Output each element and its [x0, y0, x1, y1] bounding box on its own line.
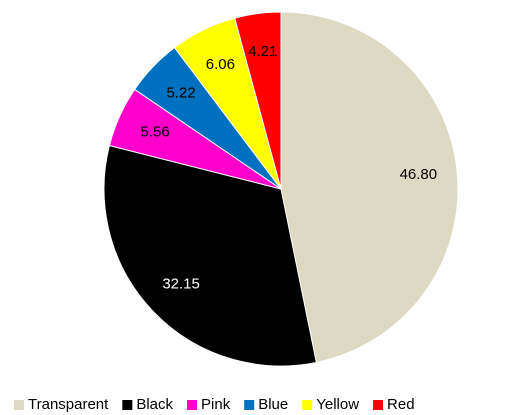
- data-label: 6.06: [206, 56, 235, 73]
- legend-label: Blue: [258, 396, 288, 413]
- legend-swatch: [14, 400, 24, 410]
- data-label: 5.22: [166, 85, 195, 102]
- legend-swatch: [373, 400, 384, 410]
- legend-swatch: [122, 400, 133, 410]
- pie-slice: [103, 144, 317, 367]
- data-label: 32.15: [162, 275, 200, 292]
- data-label: 5.56: [140, 123, 169, 140]
- legend-swatch: [187, 400, 198, 410]
- legend-swatch: [244, 400, 255, 410]
- pie-slice: [234, 11, 282, 190]
- pie-slice: [280, 11, 459, 364]
- legend-label: Red: [387, 396, 415, 413]
- legend-label: Yellow: [316, 396, 359, 413]
- legend-swatch: [302, 400, 313, 410]
- legend-label: Transparent: [28, 396, 109, 413]
- data-label: 46.80: [400, 166, 438, 183]
- legend-label: Pink: [201, 396, 231, 413]
- legend-label: Black: [136, 396, 173, 413]
- data-label: 4.21: [248, 43, 277, 60]
